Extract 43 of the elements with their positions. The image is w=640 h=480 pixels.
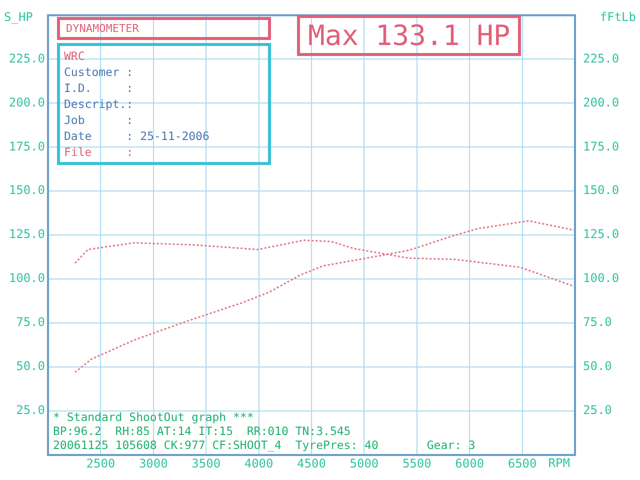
y2-tick-label: 50.0 [583, 359, 612, 374]
x-tick-label: 6000 [455, 456, 484, 470]
annotation: I.D. : [64, 80, 134, 96]
y-axis-title: S_HP [4, 10, 33, 24]
annotation: Customer : [64, 64, 134, 80]
y-tick-label: 150.0 [8, 183, 45, 198]
y-tick-label: 50.0 [16, 359, 45, 374]
annotation: DYNAMOMETER [57, 17, 271, 40]
y-tick-label: 200.0 [8, 95, 45, 110]
y-tick-label: 75.0 [16, 315, 45, 330]
y-tick-label: 125.0 [8, 227, 45, 242]
x-tick-label: 4000 [244, 456, 274, 470]
y2-tick-label: 25.0 [583, 403, 612, 418]
annotation: * Standard ShootOut graph *** [53, 410, 254, 424]
annotation: Date : 25-11-2006 [64, 128, 210, 144]
x-tick-label: 6500 [508, 456, 537, 470]
y2-tick-label: 150.0 [583, 183, 620, 198]
annotation: WRC [64, 48, 86, 64]
y2-tick-label: 100.0 [583, 271, 620, 286]
y2-tick-label: 200.0 [583, 95, 620, 110]
y-tick-label: 175.0 [8, 139, 45, 154]
y2-tick-label: 175.0 [583, 139, 620, 154]
y-tick-label: 225.0 [8, 51, 45, 66]
y-tick-label: 100.0 [8, 271, 45, 286]
annotation: Max 133.1 HP [297, 15, 522, 56]
line-series [74, 220, 575, 374]
x-tick-label: 3500 [192, 456, 221, 470]
x-tick-label: 4500 [297, 456, 326, 470]
x-axis-title: RPM [548, 456, 570, 470]
x-tick-label: 2500 [86, 456, 116, 470]
annotation: BP:96.2 RH:85 AT:14 IT:15 RR:010 TN:3.545 [53, 424, 351, 438]
y2-tick-label: 225.0 [583, 51, 620, 66]
y2-axis-title: fFtLb [600, 10, 636, 24]
x-tick-label: 5500 [402, 456, 432, 470]
annotation: File : [64, 144, 134, 160]
x-tick-label: 5000 [350, 456, 379, 470]
y-tick-label: 25.0 [16, 403, 45, 418]
x-tick-label: 3000 [138, 456, 168, 470]
annotation: Job : [64, 112, 134, 128]
y2-tick-label: 75.0 [583, 315, 612, 330]
y2-tick-label: 125.0 [583, 227, 620, 242]
annotation: 20061125 105608 CK:977 CF:SHOOT_4 TyrePres: 40 Gear: 3 [53, 438, 476, 452]
annotation: Descript.: [64, 96, 134, 112]
